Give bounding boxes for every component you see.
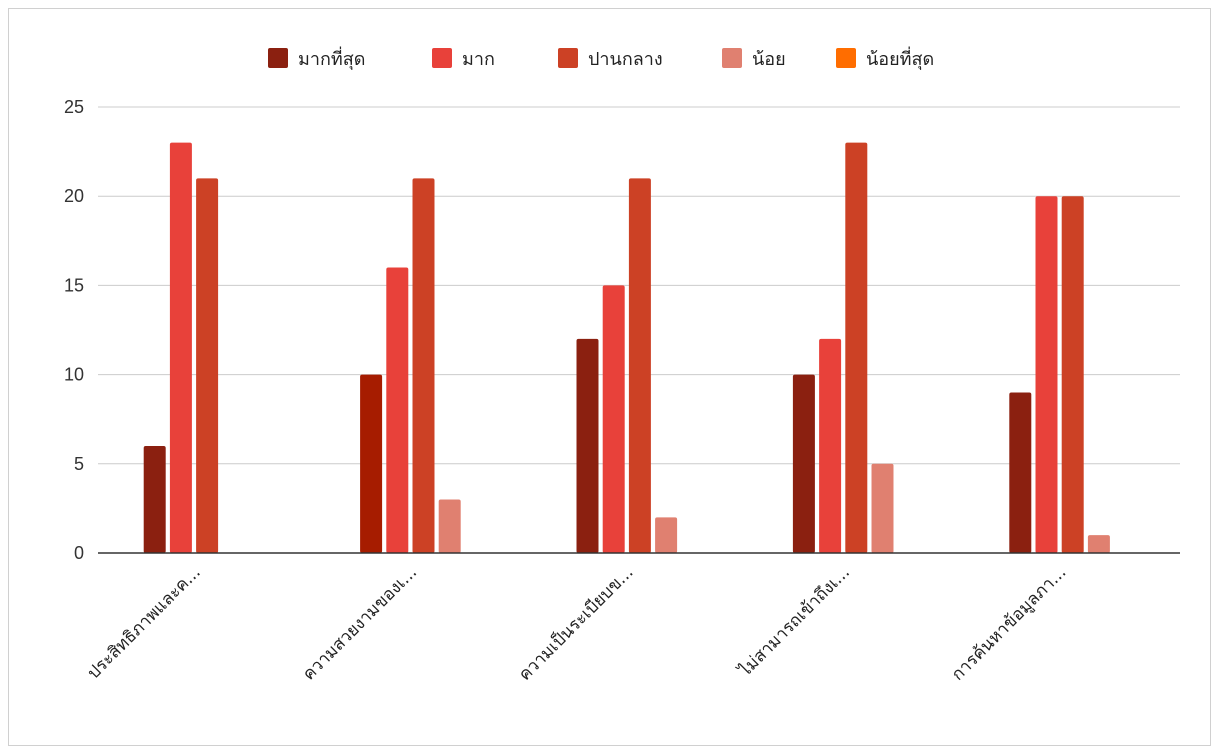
bar[interactable]: [169, 142, 192, 553]
y-tick-label: 5: [74, 454, 84, 474]
bar[interactable]: [655, 517, 678, 553]
bar[interactable]: [792, 374, 815, 553]
legend-swatch: [558, 48, 578, 68]
legend-label: ปานกลาง: [588, 49, 663, 70]
x-tick-label: ไม่สามารถเข้าถึงเ...: [733, 562, 854, 683]
bar[interactable]: [628, 178, 651, 554]
bars: [143, 142, 1110, 554]
x-tick-label: ความสวยงามของเ...: [299, 562, 421, 684]
bar[interactable]: [1061, 196, 1084, 553]
bar[interactable]: [360, 374, 383, 553]
x-tick-label: การค้นหาข้อมูลภา...: [948, 562, 1070, 684]
bar[interactable]: [871, 463, 894, 553]
bar[interactable]: [602, 285, 625, 553]
bar[interactable]: [143, 445, 166, 553]
y-tick-label: 10: [64, 365, 84, 385]
bar[interactable]: [1087, 535, 1110, 553]
legend-swatch: [722, 48, 742, 68]
bar[interactable]: [576, 338, 599, 553]
y-tick-label: 20: [64, 186, 84, 206]
legend-label: มากที่สุด: [298, 46, 365, 70]
legend-swatch: [836, 48, 856, 68]
legend-swatch: [432, 48, 452, 68]
legend-item[interactable]: ปานกลาง: [558, 48, 663, 70]
legend-swatch: [268, 48, 288, 68]
x-tick-label: ความเป็นระเบียบข...: [514, 561, 638, 685]
legend-item[interactable]: มากที่สุด: [268, 46, 365, 70]
x-tick-label: ประสิทธิภาพและค...: [84, 562, 205, 683]
legend-item[interactable]: น้อยที่สุด: [836, 46, 934, 70]
bar[interactable]: [438, 499, 461, 553]
y-tick-label: 0: [74, 543, 84, 563]
y-axis-ticks: 0 5 10 15 20 25: [64, 97, 84, 563]
y-tick-label: 15: [64, 275, 84, 295]
legend[interactable]: มากที่สุด มาก ปานกลาง น้อย น้อยที่สุด: [268, 46, 934, 70]
y-tick-label: 25: [64, 97, 84, 117]
legend-item[interactable]: มาก: [432, 48, 495, 70]
bar[interactable]: [845, 142, 868, 553]
legend-label: มาก: [462, 49, 495, 70]
bar[interactable]: [412, 178, 435, 554]
bar[interactable]: [1035, 196, 1058, 553]
bar[interactable]: [1009, 392, 1032, 553]
bar[interactable]: [386, 267, 409, 553]
legend-label: น้อย: [752, 49, 786, 70]
x-axis-labels: ประสิทธิภาพและค... ความสวยงามของเ... ความเ…: [84, 561, 1071, 685]
bar[interactable]: [196, 178, 219, 554]
legend-label: น้อยที่สุด: [866, 46, 934, 70]
legend-item[interactable]: น้อย: [722, 48, 786, 70]
bar[interactable]: [819, 338, 842, 553]
